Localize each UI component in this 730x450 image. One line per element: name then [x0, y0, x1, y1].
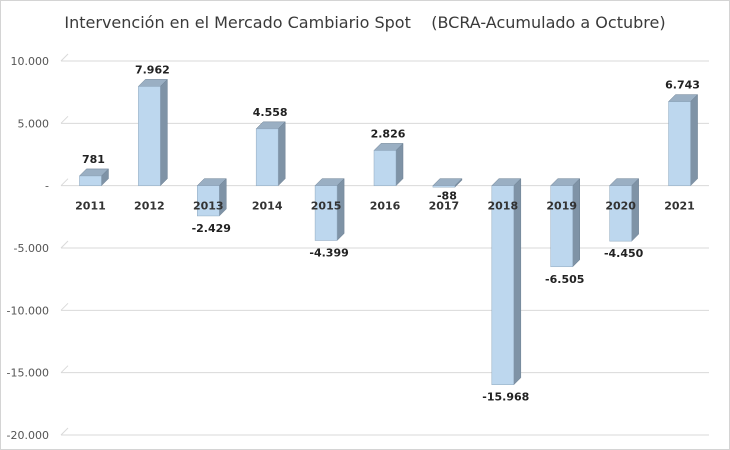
bar-side — [277, 121, 286, 187]
bar-2014 — [255, 121, 286, 187]
gridline-depth — [60, 365, 69, 374]
bar-front — [373, 150, 397, 186]
bar-2018 — [491, 178, 522, 386]
bar-front — [491, 185, 515, 385]
bar-side — [160, 78, 168, 187]
bar-front — [79, 175, 102, 186]
bar-front — [432, 185, 456, 188]
data-label: -6.505 — [545, 273, 584, 286]
y-tick-label: - — [45, 180, 49, 193]
bar-2015 — [314, 178, 345, 242]
data-label: 7.962 — [135, 63, 170, 76]
data-label: 781 — [82, 153, 105, 166]
y-tick-label: 10.000 — [11, 55, 50, 68]
x-tick-label: 2020 — [605, 200, 636, 213]
x-tick-label: 2016 — [370, 200, 401, 213]
gridline-depth — [60, 240, 69, 249]
y-tick-label: 5.000 — [18, 117, 50, 130]
bar-front — [255, 128, 279, 186]
bar-front — [197, 185, 220, 217]
data-label: -88 — [437, 190, 457, 203]
bar-2019 — [550, 178, 581, 268]
gridline-depth — [60, 427, 69, 436]
chart-title: Intervención en el Mercado Cambiario Spo… — [64, 13, 666, 32]
bar-2011 — [78, 168, 110, 187]
x-tick-label: 2013 — [193, 200, 224, 213]
x-tick-label: 2019 — [546, 200, 577, 213]
data-label: -2.429 — [192, 222, 231, 235]
x-tick-label: 2021 — [664, 200, 695, 213]
y-tick-label: -15.000 — [7, 367, 49, 380]
bar-side — [690, 94, 698, 187]
gridline-depth — [60, 115, 69, 124]
data-label: -4.450 — [604, 247, 644, 260]
x-tick-label: 2018 — [488, 200, 519, 213]
bar-2017 — [432, 178, 463, 188]
data-label: 6.743 — [665, 79, 700, 92]
bar-front — [138, 86, 161, 186]
gridline-depth — [60, 53, 69, 62]
data-label: -4.399 — [309, 247, 348, 260]
x-tick-label: 2014 — [252, 200, 283, 213]
x-tick-label: 2017 — [429, 200, 460, 213]
bar-2012 — [137, 78, 168, 187]
gridline-depth — [60, 302, 69, 311]
bar-2016 — [373, 142, 404, 187]
bar-side — [572, 178, 580, 268]
y-tick-label: -10.000 — [7, 304, 49, 317]
bar-front — [550, 185, 573, 268]
bar-2013 — [196, 178, 227, 217]
y-tick-label: -20.000 — [7, 429, 49, 442]
gridline-depth — [60, 178, 69, 187]
bar-2021 — [667, 94, 699, 187]
bar-front — [668, 101, 691, 186]
data-label: 2.826 — [371, 127, 406, 140]
bar-front — [609, 185, 632, 242]
data-label: 4.558 — [253, 106, 288, 119]
data-label: -15.968 — [482, 391, 529, 404]
x-tick-label: 2011 — [75, 200, 106, 213]
bar-2020 — [609, 178, 640, 242]
x-tick-label: 2012 — [134, 200, 165, 213]
bar-front — [314, 185, 338, 241]
bar-side — [395, 142, 404, 187]
y-tick-label: -5.000 — [14, 242, 49, 255]
x-tick-label: 2015 — [311, 200, 342, 213]
